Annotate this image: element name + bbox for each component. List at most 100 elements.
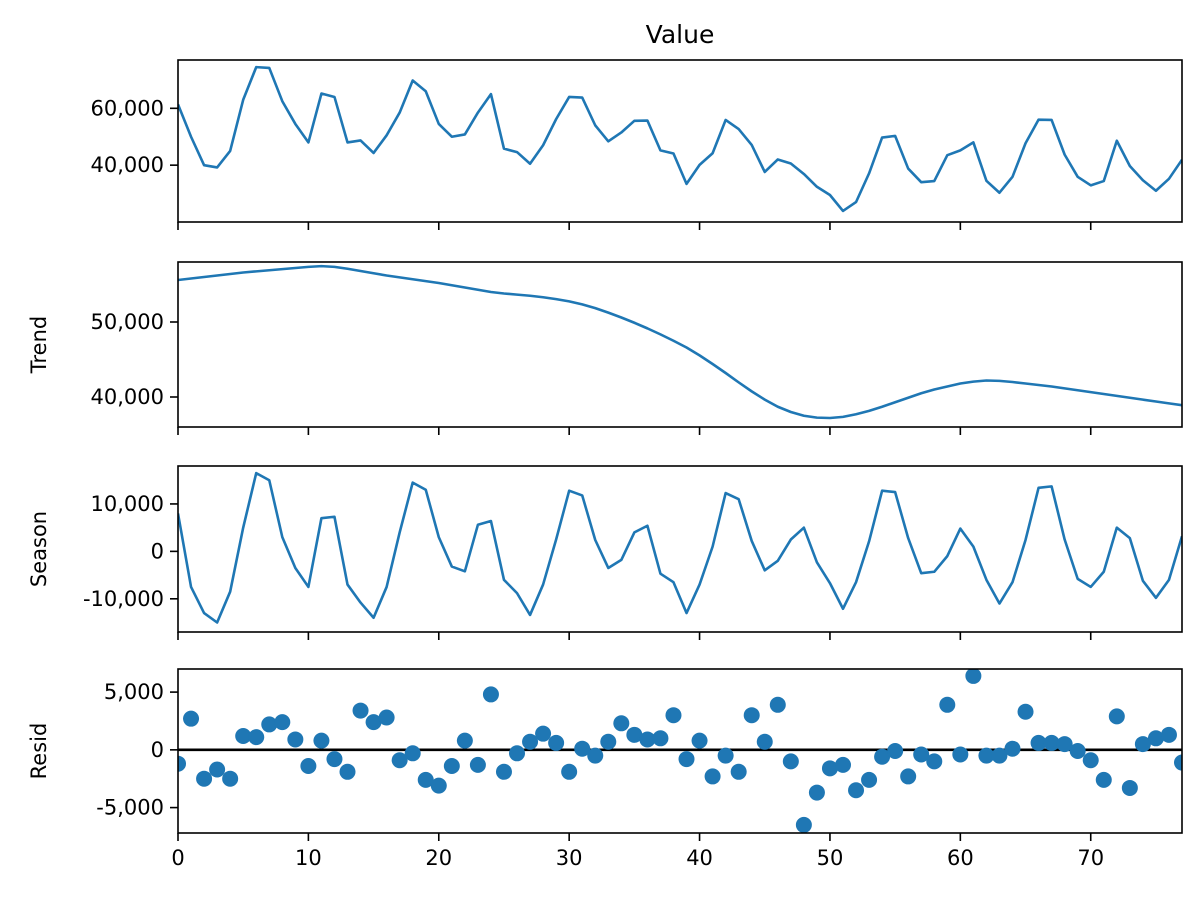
resid-point xyxy=(456,732,473,749)
resid-point xyxy=(874,748,891,765)
resid-point xyxy=(926,753,943,770)
resid-point xyxy=(183,710,200,727)
season-ytick-label: -10,000 xyxy=(83,587,164,611)
resid-point xyxy=(1056,736,1073,753)
season-ytick-label: 10,000 xyxy=(91,492,164,516)
x-tick-label: 50 xyxy=(817,846,844,870)
resid-point xyxy=(248,729,265,746)
resid-point xyxy=(391,752,408,769)
resid-point xyxy=(756,733,773,750)
resid-point xyxy=(482,686,499,703)
resid-point xyxy=(965,669,982,684)
resid-point xyxy=(652,730,669,747)
resid-point xyxy=(1004,740,1021,757)
observed-frame xyxy=(177,59,1183,223)
resid-point xyxy=(730,763,747,780)
resid-point xyxy=(717,747,734,764)
resid-panel: -5,000 0 5,000 0 10 20 30 40 50 60 70 Resid xyxy=(27,668,1183,870)
resid-point xyxy=(704,768,721,785)
resid-point xyxy=(743,707,760,724)
resid-point xyxy=(639,731,656,748)
resid-point xyxy=(430,777,447,794)
resid-point xyxy=(313,732,330,749)
resid-ytick-label: 5,000 xyxy=(104,680,164,704)
resid-points xyxy=(178,669,1182,833)
observed-panel: 40,000 60,000 Value xyxy=(91,20,1183,230)
resid-point xyxy=(795,816,812,833)
observed-ytick-label: 40,000 xyxy=(91,153,164,177)
resid-point xyxy=(352,702,369,719)
resid-point xyxy=(378,709,395,726)
trend-ylabel: Trend xyxy=(27,316,51,374)
resid-point xyxy=(913,746,930,763)
resid-point xyxy=(939,696,956,713)
resid-point xyxy=(1134,736,1151,753)
resid-ytick-label: -5,000 xyxy=(96,796,164,820)
resid-point xyxy=(1147,730,1164,747)
resid-point xyxy=(548,734,565,751)
trend-panel: 40,000 50,000 Trend xyxy=(27,261,1183,435)
resid-point xyxy=(834,756,851,773)
resid-point xyxy=(861,771,878,788)
resid-point xyxy=(1069,743,1086,759)
resid-point xyxy=(404,745,421,762)
trend-frame xyxy=(177,261,1183,428)
x-tick-label: 40 xyxy=(686,846,713,870)
resid-point xyxy=(509,745,526,762)
resid-point xyxy=(769,696,786,713)
resid-point xyxy=(196,770,213,787)
x-tick-label: 0 xyxy=(171,846,184,870)
trend-series-line xyxy=(178,264,1182,420)
resid-point xyxy=(1121,779,1138,796)
resid-point xyxy=(287,731,304,748)
chart-title: Value xyxy=(646,20,715,49)
resid-point xyxy=(1082,752,1099,769)
resid-point xyxy=(1108,708,1125,725)
resid-point xyxy=(417,771,434,788)
resid-point xyxy=(978,747,995,764)
trend-ytick-label: 40,000 xyxy=(91,385,164,409)
x-tick-label: 20 xyxy=(425,846,452,870)
resid-point xyxy=(522,733,539,750)
resid-point xyxy=(1043,734,1060,751)
resid-point xyxy=(261,716,278,733)
x-tick-label: 10 xyxy=(295,846,322,870)
resid-point xyxy=(443,758,460,775)
resid-point xyxy=(1017,703,1034,720)
resid-point xyxy=(300,758,317,775)
resid-point xyxy=(900,768,917,785)
resid-point xyxy=(821,760,838,777)
resid-ylabel: Resid xyxy=(27,723,51,780)
resid-point xyxy=(1160,726,1177,743)
x-tick-label: 70 xyxy=(1077,846,1104,870)
resid-point xyxy=(365,714,382,731)
resid-point xyxy=(991,747,1008,764)
trend-ytick-label: 50,000 xyxy=(91,310,164,334)
resid-point xyxy=(952,746,969,763)
resid-point xyxy=(178,755,186,772)
resid-point xyxy=(222,770,239,787)
resid-point xyxy=(1174,754,1182,771)
resid-point xyxy=(1095,771,1112,788)
resid-point xyxy=(495,763,512,780)
season-ytick-label: 0 xyxy=(151,539,164,563)
resid-frame xyxy=(177,668,1183,834)
season-ylabel: Season xyxy=(27,511,51,587)
resid-point xyxy=(808,784,825,801)
resid-point xyxy=(339,763,356,780)
resid-point xyxy=(587,747,604,764)
resid-point xyxy=(274,714,291,731)
x-tick-label: 30 xyxy=(556,846,583,870)
resid-point xyxy=(535,725,552,742)
resid-point xyxy=(235,727,252,744)
season-series-line xyxy=(178,471,1182,624)
resid-ytick-label: 0 xyxy=(151,738,164,762)
resid-point xyxy=(1030,734,1047,751)
season-frame xyxy=(177,465,1183,633)
x-tick-label: 60 xyxy=(947,846,974,870)
resid-point xyxy=(691,732,708,749)
resid-point xyxy=(782,753,799,770)
resid-point xyxy=(626,726,643,743)
